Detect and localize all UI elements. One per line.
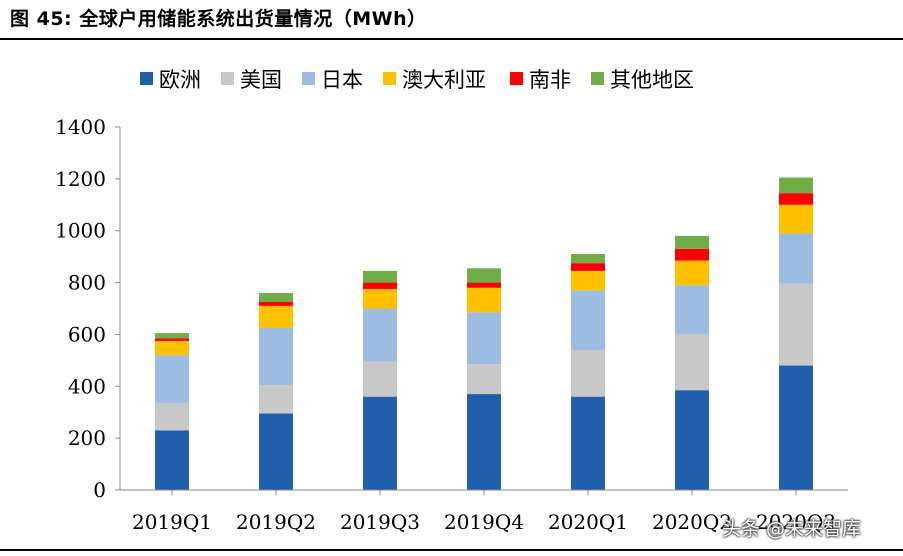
bar-segment — [779, 365, 813, 490]
bar-segment — [467, 268, 501, 283]
x-tick-label: 2020Q1 — [548, 510, 628, 534]
bar-segment — [363, 308, 397, 362]
y-tick-label: 600 — [68, 322, 106, 346]
y-tick-label: 800 — [68, 271, 106, 295]
bar-segment — [363, 270, 397, 283]
bar-segment — [363, 396, 397, 490]
y-tick-label: 1400 — [55, 115, 106, 139]
plot-area — [155, 177, 813, 490]
bar-segment — [467, 312, 501, 365]
bar-segment — [467, 287, 501, 313]
y-tick-label: 0 — [93, 478, 106, 502]
legend-label: 美国 — [240, 68, 282, 92]
x-tick-label: 2020Q3 — [756, 510, 836, 534]
bar-segment — [571, 349, 605, 397]
bar-segment — [259, 384, 293, 414]
figure-title: 图 45: 全球户用储能系统出货量情况（MWh） — [10, 8, 427, 30]
legend-label: 日本 — [321, 68, 363, 92]
bar-segment — [363, 282, 397, 290]
bar-segment — [363, 289, 397, 309]
bar-segment — [779, 204, 813, 234]
bar-segment — [571, 270, 605, 291]
legend-swatch — [221, 72, 234, 85]
legend-swatch — [510, 72, 523, 85]
title-rule — [0, 38, 903, 40]
x-tick-label: 2020Q2 — [652, 510, 732, 534]
bar-segment — [467, 282, 501, 288]
legend-swatch — [140, 72, 153, 85]
bar-segment — [259, 305, 293, 328]
bar-segment — [155, 338, 189, 341]
bar-segment — [779, 177, 813, 194]
watermark: 头条 @未来智库 — [722, 518, 862, 540]
x-tick-label: 2019Q4 — [444, 510, 524, 534]
bar-segment — [155, 355, 189, 404]
bar-segment — [571, 254, 605, 264]
legend-swatch — [302, 72, 315, 85]
bar-segment — [675, 248, 709, 261]
bar-segment — [675, 390, 709, 490]
legend-label: 南非 — [529, 68, 571, 92]
bar-segment — [259, 413, 293, 490]
y-tick-label: 400 — [68, 374, 106, 398]
y-tick-label: 1000 — [55, 219, 106, 243]
legend-label: 欧洲 — [159, 68, 201, 92]
bar-segment — [259, 327, 293, 385]
bar-segment — [779, 193, 813, 205]
bar-segment — [155, 430, 189, 490]
y-tick-label: 200 — [68, 426, 106, 450]
legend-label: 其他地区 — [610, 68, 694, 92]
bar-segment — [259, 292, 293, 303]
bar-segment — [779, 283, 813, 366]
x-tick-label: 2019Q2 — [236, 510, 316, 534]
legend: 欧洲 美国 日本 澳大利亚 南非 其他地区 — [140, 68, 694, 92]
bar-segment — [779, 233, 813, 284]
bar-segment — [571, 263, 605, 271]
bar-segment — [675, 334, 709, 391]
legend-swatch — [591, 72, 604, 85]
bar-segment — [155, 333, 189, 339]
bar-segment — [571, 396, 605, 490]
x-tick-label: 2019Q3 — [340, 510, 420, 534]
legend-label: 澳大利亚 — [402, 68, 486, 92]
y-axis: 0 200 400 600 800 1000 1200 1400 — [55, 115, 121, 502]
bar-segment — [155, 403, 189, 431]
bar-segment — [467, 394, 501, 490]
y-tick-label: 1200 — [55, 167, 106, 191]
x-tick-label: 2019Q1 — [132, 510, 212, 534]
legend-swatch — [383, 72, 396, 85]
bar-segment — [675, 285, 709, 335]
bar-segment — [571, 290, 605, 350]
bar-segment — [259, 302, 293, 306]
bar-segment — [675, 235, 709, 249]
bar-segment — [675, 260, 709, 286]
bar-segment — [363, 361, 397, 397]
bar-segment — [155, 340, 189, 356]
bar-segment — [467, 364, 501, 395]
bottom-rule — [0, 549, 903, 551]
x-axis: 2019Q1 2019Q2 2019Q3 2019Q4 2020Q1 2020Q2 2020… — [120, 489, 848, 534]
